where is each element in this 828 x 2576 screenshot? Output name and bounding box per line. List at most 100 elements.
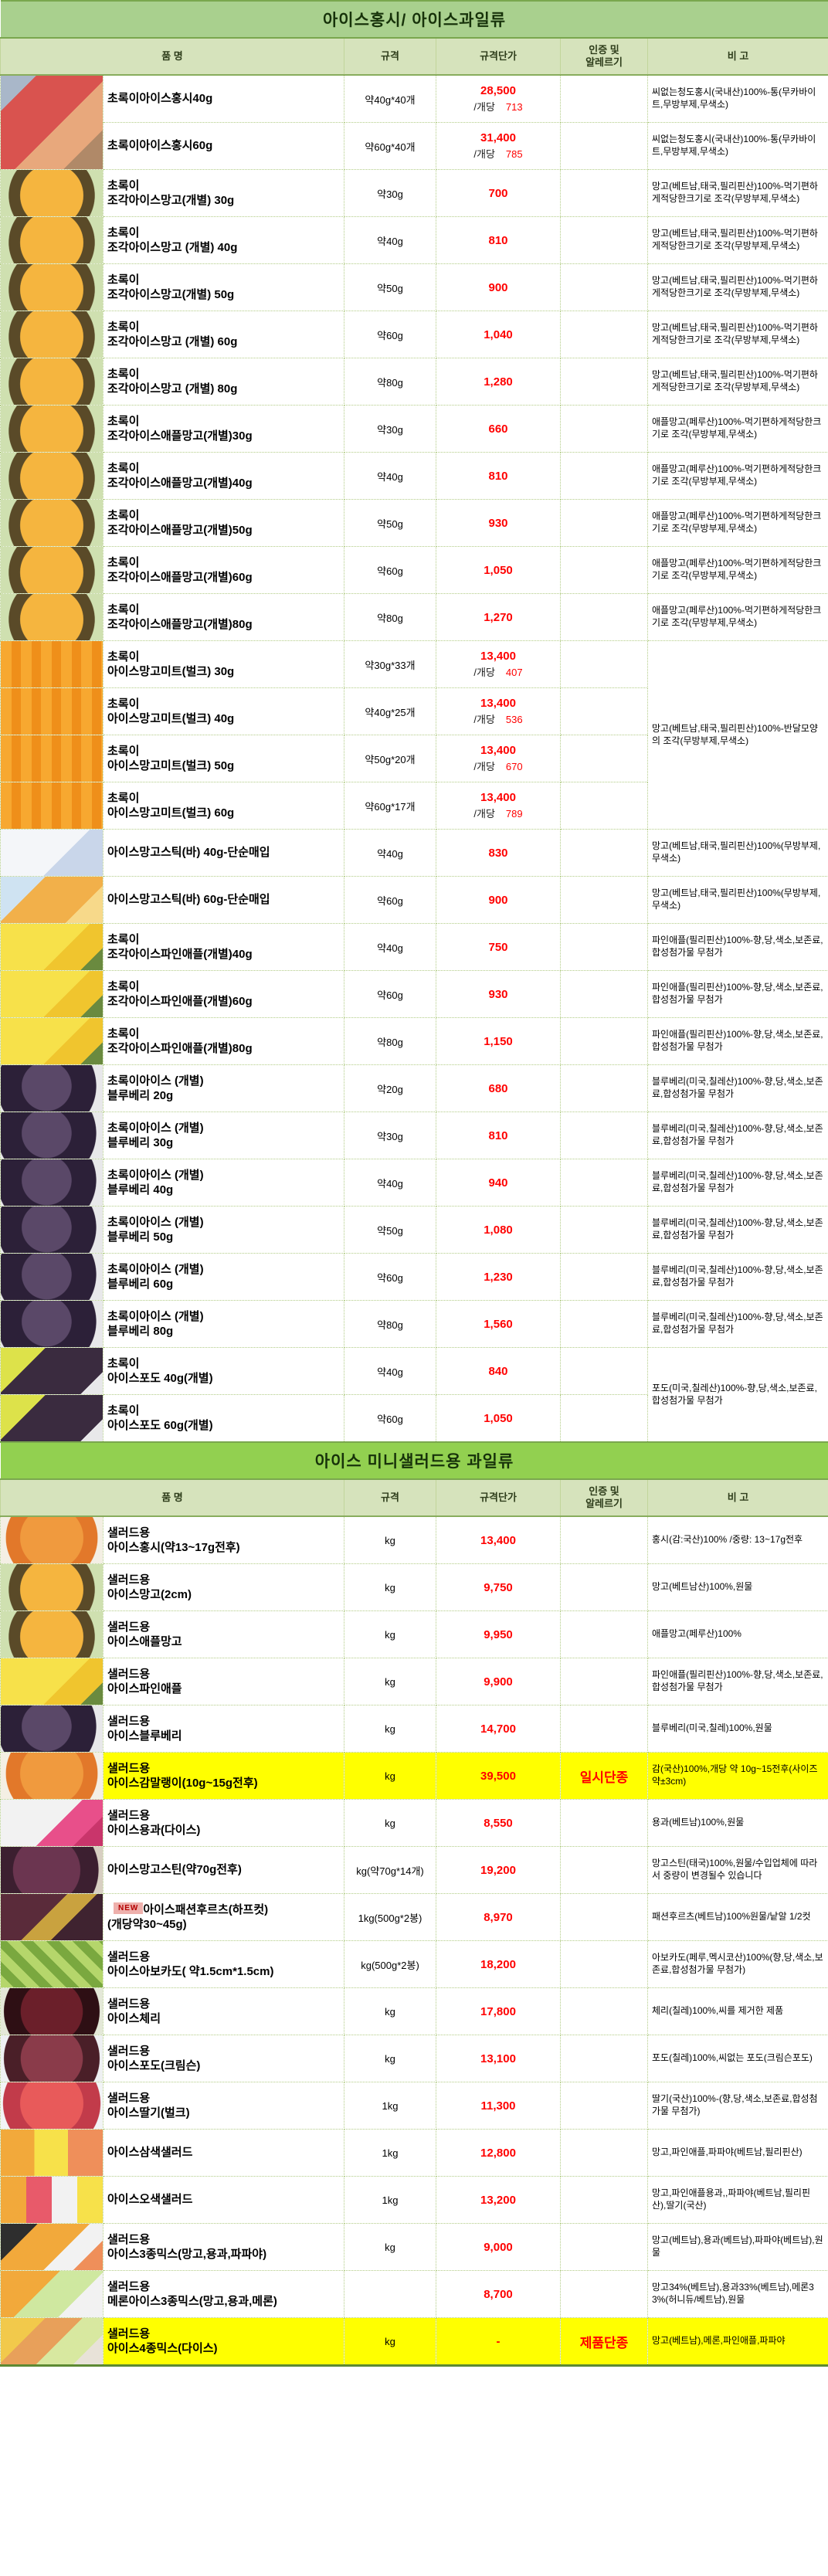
per-item-value: 536 xyxy=(505,714,523,725)
product-spec: kg xyxy=(344,1563,436,1611)
cert-allergy-cell xyxy=(560,687,648,735)
product-photo-cell xyxy=(0,876,104,924)
product-row: 초록이아이스 (개별) 블루베리 20g 약20g 680 블루베리(미국,칠레산)1… xyxy=(0,1064,828,1112)
column-header-cert: 인증 및 알레르기 xyxy=(560,1478,648,1517)
per-item-value: 785 xyxy=(505,148,523,160)
mix3-bowl-photo xyxy=(1,2224,103,2270)
product-price: 14,700 xyxy=(436,1705,561,1753)
unit-price: 8,970 xyxy=(484,1910,513,1924)
product-row: 샐러드용 아이스망고(2cm) kg 9,750 망고(베트남산)100%,원물 xyxy=(0,1563,828,1611)
product-note: 용과(베트남)100%,원물 xyxy=(646,1799,828,1847)
product-name: 샐러드용 아이스블루베리 xyxy=(103,1705,344,1753)
product-note: 포도(칠레)100%,씨없는 포도(크림슨포도) xyxy=(646,2035,828,2082)
product-note: 파인애플(필리핀산)100%-향,당,색소,보존료,합성첨가물 무첨가 xyxy=(646,923,828,971)
product-spec: 약50g xyxy=(344,499,436,547)
unit-price: 14,700 xyxy=(480,1722,516,1736)
product-name: 초록이 조각아이스파인애플(개별)40g xyxy=(103,923,344,971)
product-photo-cell xyxy=(0,546,104,594)
product-note: 파인애플(필리핀산)100%-향,당,색소,보존료,합성첨가물 무첨가 xyxy=(646,970,828,1018)
unit-price: 680 xyxy=(488,1081,508,1095)
cert-allergy-cell xyxy=(560,1846,648,1894)
per-item-value: 407 xyxy=(505,667,523,678)
product-spec: 약60g xyxy=(344,970,436,1018)
unit-price: 900 xyxy=(488,893,508,907)
unit-price: 19,200 xyxy=(480,1863,516,1877)
product-photo-cell xyxy=(0,499,104,547)
product-photo-cell xyxy=(0,1515,104,1564)
product-photo-cell xyxy=(0,1253,104,1301)
unit-price: 11,300 xyxy=(480,2099,516,2113)
product-name: 아이스오색샐러드 xyxy=(103,2176,344,2224)
product-row: 초록이 조각아이스파인애플(개별)80g 약80g 1,150 파인애플(필리핀산)1… xyxy=(0,1017,828,1065)
per-item-value: 789 xyxy=(505,808,523,820)
blueberry-photo xyxy=(1,1301,103,1347)
product-name: 샐러드용 아이스파인애플 xyxy=(103,1658,344,1705)
product-spec: 약40g xyxy=(344,923,436,971)
product-spec: 약60g*40개 xyxy=(344,122,436,170)
product-photo-cell xyxy=(0,1705,104,1753)
column-header-note: 비 고 xyxy=(646,1478,828,1517)
product-price: 1,280 xyxy=(436,358,561,406)
product-row: 초록이 조각아이스망고 (개별) 60g 약60g 1,040 망고(베트남,태국,필… xyxy=(0,311,828,358)
cert-allergy-cell xyxy=(560,829,648,877)
column-header-cert: 인증 및 알레르기 xyxy=(560,37,648,76)
product-price: 1,050 xyxy=(436,1394,561,1443)
product-row: 초록이아이스 (개별) 블루베리 60g 약60g 1,230 블루베리(미국,칠레산… xyxy=(0,1253,828,1301)
unit-price: 840 xyxy=(488,1364,508,1378)
product-photo-cell xyxy=(0,1112,104,1159)
cert-allergy-cell xyxy=(560,876,648,924)
product-spec: kg xyxy=(344,1987,436,2035)
product-name: 샐러드용 아이스애플망고 xyxy=(103,1610,344,1658)
product-photo-cell xyxy=(0,2129,104,2177)
product-row: 샐러드용 아이스3종믹스(망고,용과,파파야) kg 9,000 망고(베트남),용과… xyxy=(0,2223,828,2271)
product-price: 13,400 xyxy=(436,1515,561,1564)
product-name: 아이스망고스틱(바) 40g-단순매입 xyxy=(103,829,344,877)
product-spec: 약40g xyxy=(344,1347,436,1395)
product-spec: 약80g xyxy=(344,1017,436,1065)
product-name: 샐러드용 아이스아보카도( 약1.5cm*1.5cm) xyxy=(103,1940,344,1988)
stick-bar-photo xyxy=(1,877,103,923)
blueberry-photo xyxy=(1,1065,103,1112)
product-note: 블루베리(미국,칠레산)100%-향,당,색소,보존료,합성첨가물 무첨가 xyxy=(646,1112,828,1159)
cert-allergy-cell xyxy=(560,2035,648,2082)
product-row: 샐러드용 아이스딸기(벌크) 1kg 11,300 딸기(국산)100%-(향,당,색… xyxy=(0,2082,828,2130)
product-note: 씨없는청도홍시(국내산)100%-통(무카바이트,무방부제,무색소) xyxy=(646,74,828,123)
cert-allergy-cell xyxy=(560,1799,648,1847)
product-note: 블루베리(미국,칠레산)100%-향,당,색소,보존료,합성첨가물 무첨가 xyxy=(646,1300,828,1348)
cert-allergy-cell xyxy=(560,1253,648,1301)
unit-price: 900 xyxy=(488,280,508,294)
product-note: 애플망고(페루산)100%-먹기편하게적당한크기로 조각(무방부제,무색소) xyxy=(646,546,828,594)
column-header-spec: 규격 xyxy=(344,1478,436,1517)
product-note: 블루베리(미국,칠레산)100%-향,당,색소,보존료,합성첨가물 무첨가 xyxy=(646,1159,828,1207)
product-note: 망고(베트남,태국,필리핀산)100%-먹기편하게적당한크기로 조각(무방부제,… xyxy=(646,263,828,311)
product-price: 660 xyxy=(436,405,561,453)
mango-meat-photo xyxy=(1,641,103,687)
product-note: 망고34%(베트남),용과33%(베트남),메론33%(허니듀/베트남),원물 xyxy=(646,2270,828,2318)
product-price: 1,050 xyxy=(436,546,561,594)
product-name: 초록이 조각아이스망고 (개별) 40g xyxy=(103,216,344,264)
product-row: 샐러드용 아이스파인애플 kg 9,900 파인애플(필리핀산)100%-향,당,색소… xyxy=(0,1658,828,1705)
product-spec: 약80g xyxy=(344,1300,436,1348)
cert-allergy-cell xyxy=(560,122,648,170)
product-note: 애플망고(페루산)100%-먹기편하게적당한크기로 조각(무방부제,무색소) xyxy=(646,593,828,641)
product-name: 샐러드용 아이스체리 xyxy=(103,1987,344,2035)
mango-bowl-photo xyxy=(1,264,103,311)
product-name: 초록이아이스 (개별) 블루베리 20g xyxy=(103,1064,344,1112)
product-price: 8,700 xyxy=(436,2270,561,2318)
product-spec: kg xyxy=(344,2035,436,2082)
pineapple-photo xyxy=(1,924,103,970)
cert-allergy-cell xyxy=(560,2129,648,2177)
product-note: 홍시(감:국산)100% /중량: 13~17g전후 xyxy=(646,1515,828,1564)
product-spec: 약40g xyxy=(344,452,436,500)
product-spec: 약60g*17개 xyxy=(344,782,436,830)
mango-bowl-photo xyxy=(1,500,103,546)
mango-bowl-photo xyxy=(1,547,103,593)
unit-price: 13,400 xyxy=(480,697,516,710)
product-row: 초록이아이스홍시60g 약60g*40개 31,400/개당 785 씨없는청도홍시(국… xyxy=(1,122,828,170)
product-note: 파인애플(필리핀산)100%-향,당,색소,보존료,합성첨가물 무첨가 xyxy=(646,1017,828,1065)
product-photo-cell xyxy=(0,1206,104,1254)
per-item-price: /개당 670 xyxy=(440,759,556,773)
product-row: 초록이아이스홍시40g 약40g*40개 28,500/개당 713 씨없는청도홍시(국… xyxy=(0,74,828,170)
product-row: 초록이 조각아이스애플망고(개별)60g 약60g 1,050 애플망고(페루산)10… xyxy=(0,546,828,594)
product-note: 망고(베트남,태국,필리핀산)100%(무방부제,무색소) xyxy=(646,876,828,924)
